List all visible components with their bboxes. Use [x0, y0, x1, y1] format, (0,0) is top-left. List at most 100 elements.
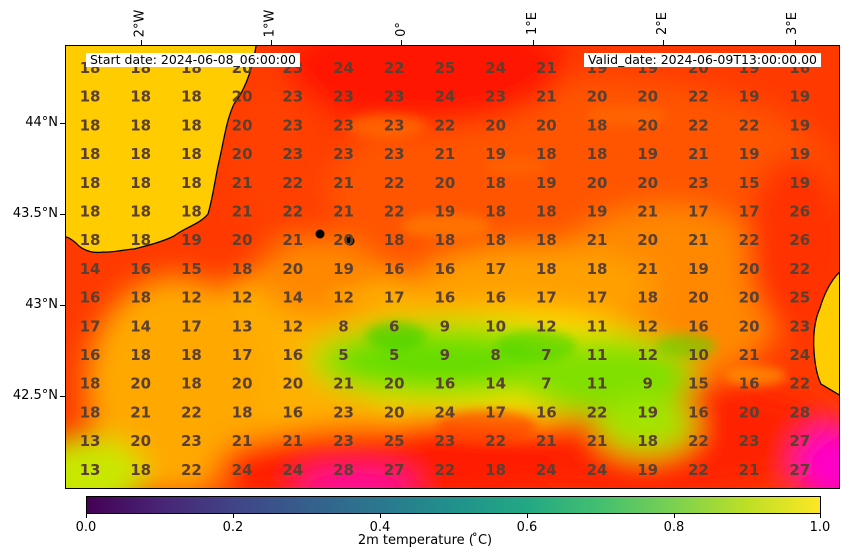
- grid-value: 22: [485, 432, 506, 450]
- lon-label-2e: 2°E: [655, 12, 670, 35]
- grid-value: 19: [434, 203, 455, 221]
- grid-value: 16: [130, 260, 151, 278]
- grid-value: 22: [688, 432, 709, 450]
- grid-value: 21: [282, 432, 303, 450]
- grid-value: 21: [232, 203, 253, 221]
- lat-tick: [60, 305, 65, 306]
- grid-value: 18: [80, 203, 101, 221]
- grid-value: 21: [739, 461, 760, 479]
- grid-value: 20: [232, 375, 253, 393]
- grid-value: 20: [384, 375, 405, 393]
- grid-value: 23: [688, 174, 709, 192]
- grid-value: 19: [587, 203, 608, 221]
- mediterranean-area: [813, 272, 839, 395]
- grid-value: 22: [587, 403, 608, 421]
- lon-tick: [533, 40, 534, 45]
- grid-value: 23: [282, 88, 303, 106]
- colorbar-tick-label: 0.8: [663, 520, 685, 535]
- grid-value: 20: [232, 145, 253, 163]
- grid-value: 13: [80, 461, 101, 479]
- grid-value: 18: [130, 145, 151, 163]
- grid-value: 22: [739, 231, 760, 249]
- grid-value: 18: [80, 375, 101, 393]
- grid-value: 18: [130, 289, 151, 307]
- grid-value: 18: [485, 461, 506, 479]
- grid-value: 18: [536, 231, 557, 249]
- grid-value: 12: [333, 289, 354, 307]
- temperature-shading: [66, 46, 839, 488]
- colorbar-tick: [233, 514, 234, 518]
- grid-value: 24: [485, 59, 506, 77]
- grid-value: 24: [434, 88, 455, 106]
- grid-value: 24: [282, 461, 303, 479]
- grid-value: 18: [485, 174, 506, 192]
- grid-value: 21: [536, 432, 557, 450]
- grid-value: 17: [80, 317, 101, 335]
- grid-value: 20: [130, 375, 151, 393]
- grid-value: 18: [587, 260, 608, 278]
- grid-value: 23: [384, 116, 405, 134]
- grid-value: 19: [739, 145, 760, 163]
- start-date-label: Start date: 2024-06-08_06:00:00: [86, 53, 300, 67]
- grid-value: 10: [688, 346, 709, 364]
- grid-value: 24: [789, 346, 810, 364]
- grid-value: 21: [587, 432, 608, 450]
- grid-value: 22: [789, 260, 810, 278]
- grid-value: 11: [587, 346, 608, 364]
- grid-value: 19: [536, 174, 557, 192]
- grid-value: 20: [688, 289, 709, 307]
- grid-value: 24: [434, 403, 455, 421]
- lat-label-42-5n: 42.5°N: [12, 388, 58, 403]
- grid-value: 9: [642, 375, 652, 393]
- grid-value: 21: [637, 260, 658, 278]
- grid-value: 21: [688, 231, 709, 249]
- lat-label-44n: 44°N: [25, 115, 58, 130]
- colorbar-tick: [380, 514, 381, 518]
- grid-value: 21: [587, 231, 608, 249]
- grid-value: 16: [80, 289, 101, 307]
- grid-value: 18: [637, 432, 658, 450]
- grid-value: 11: [587, 375, 608, 393]
- grid-value: 17: [587, 289, 608, 307]
- grid-value: 23: [789, 317, 810, 335]
- grid-value: 20: [434, 174, 455, 192]
- grid-value: 12: [637, 346, 658, 364]
- grid-value: 20: [232, 88, 253, 106]
- grid-value: 11: [587, 317, 608, 335]
- grid-value: 22: [434, 461, 455, 479]
- temperature-map[interactable]: 18 18 18 20 23 24 22 25 24 21 19 19 20 19 16 18 18 18 20 23…: [65, 45, 840, 489]
- grid-value: 27: [789, 461, 810, 479]
- lat-tick: [60, 123, 65, 124]
- grid-value: 20: [637, 231, 658, 249]
- colorbar-tick-label: 0.6: [516, 520, 538, 535]
- grid-value: 23: [282, 145, 303, 163]
- grid-value: 21: [333, 174, 354, 192]
- grid-value: 22: [181, 403, 202, 421]
- grid-value: 17: [232, 346, 253, 364]
- grid-value: 17: [384, 289, 405, 307]
- grid-value: 16: [384, 260, 405, 278]
- grid-value: 17: [485, 403, 506, 421]
- grid-value: 18: [130, 116, 151, 134]
- grid-value: 20: [637, 88, 658, 106]
- grid-value: 12: [181, 289, 202, 307]
- lon-tick: [663, 40, 664, 45]
- grid-value: 18: [130, 203, 151, 221]
- grid-value: 19: [789, 88, 810, 106]
- grid-value: 16: [485, 289, 506, 307]
- grid-value: 23: [282, 116, 303, 134]
- grid-value: 26: [789, 231, 810, 249]
- grid-value: 20: [232, 231, 253, 249]
- grid-value: 14: [282, 289, 303, 307]
- grid-value: 16: [282, 346, 303, 364]
- grid-value: 18: [536, 260, 557, 278]
- grid-value: 20: [333, 231, 354, 249]
- grid-value: 5: [389, 346, 399, 364]
- colorbar: [86, 496, 821, 514]
- lat-tick: [60, 214, 65, 215]
- grid-value: 21: [333, 375, 354, 393]
- grid-value: 7: [541, 346, 551, 364]
- grid-value: 12: [536, 317, 557, 335]
- grid-value: 24: [536, 461, 557, 479]
- grid-value: 24: [232, 461, 253, 479]
